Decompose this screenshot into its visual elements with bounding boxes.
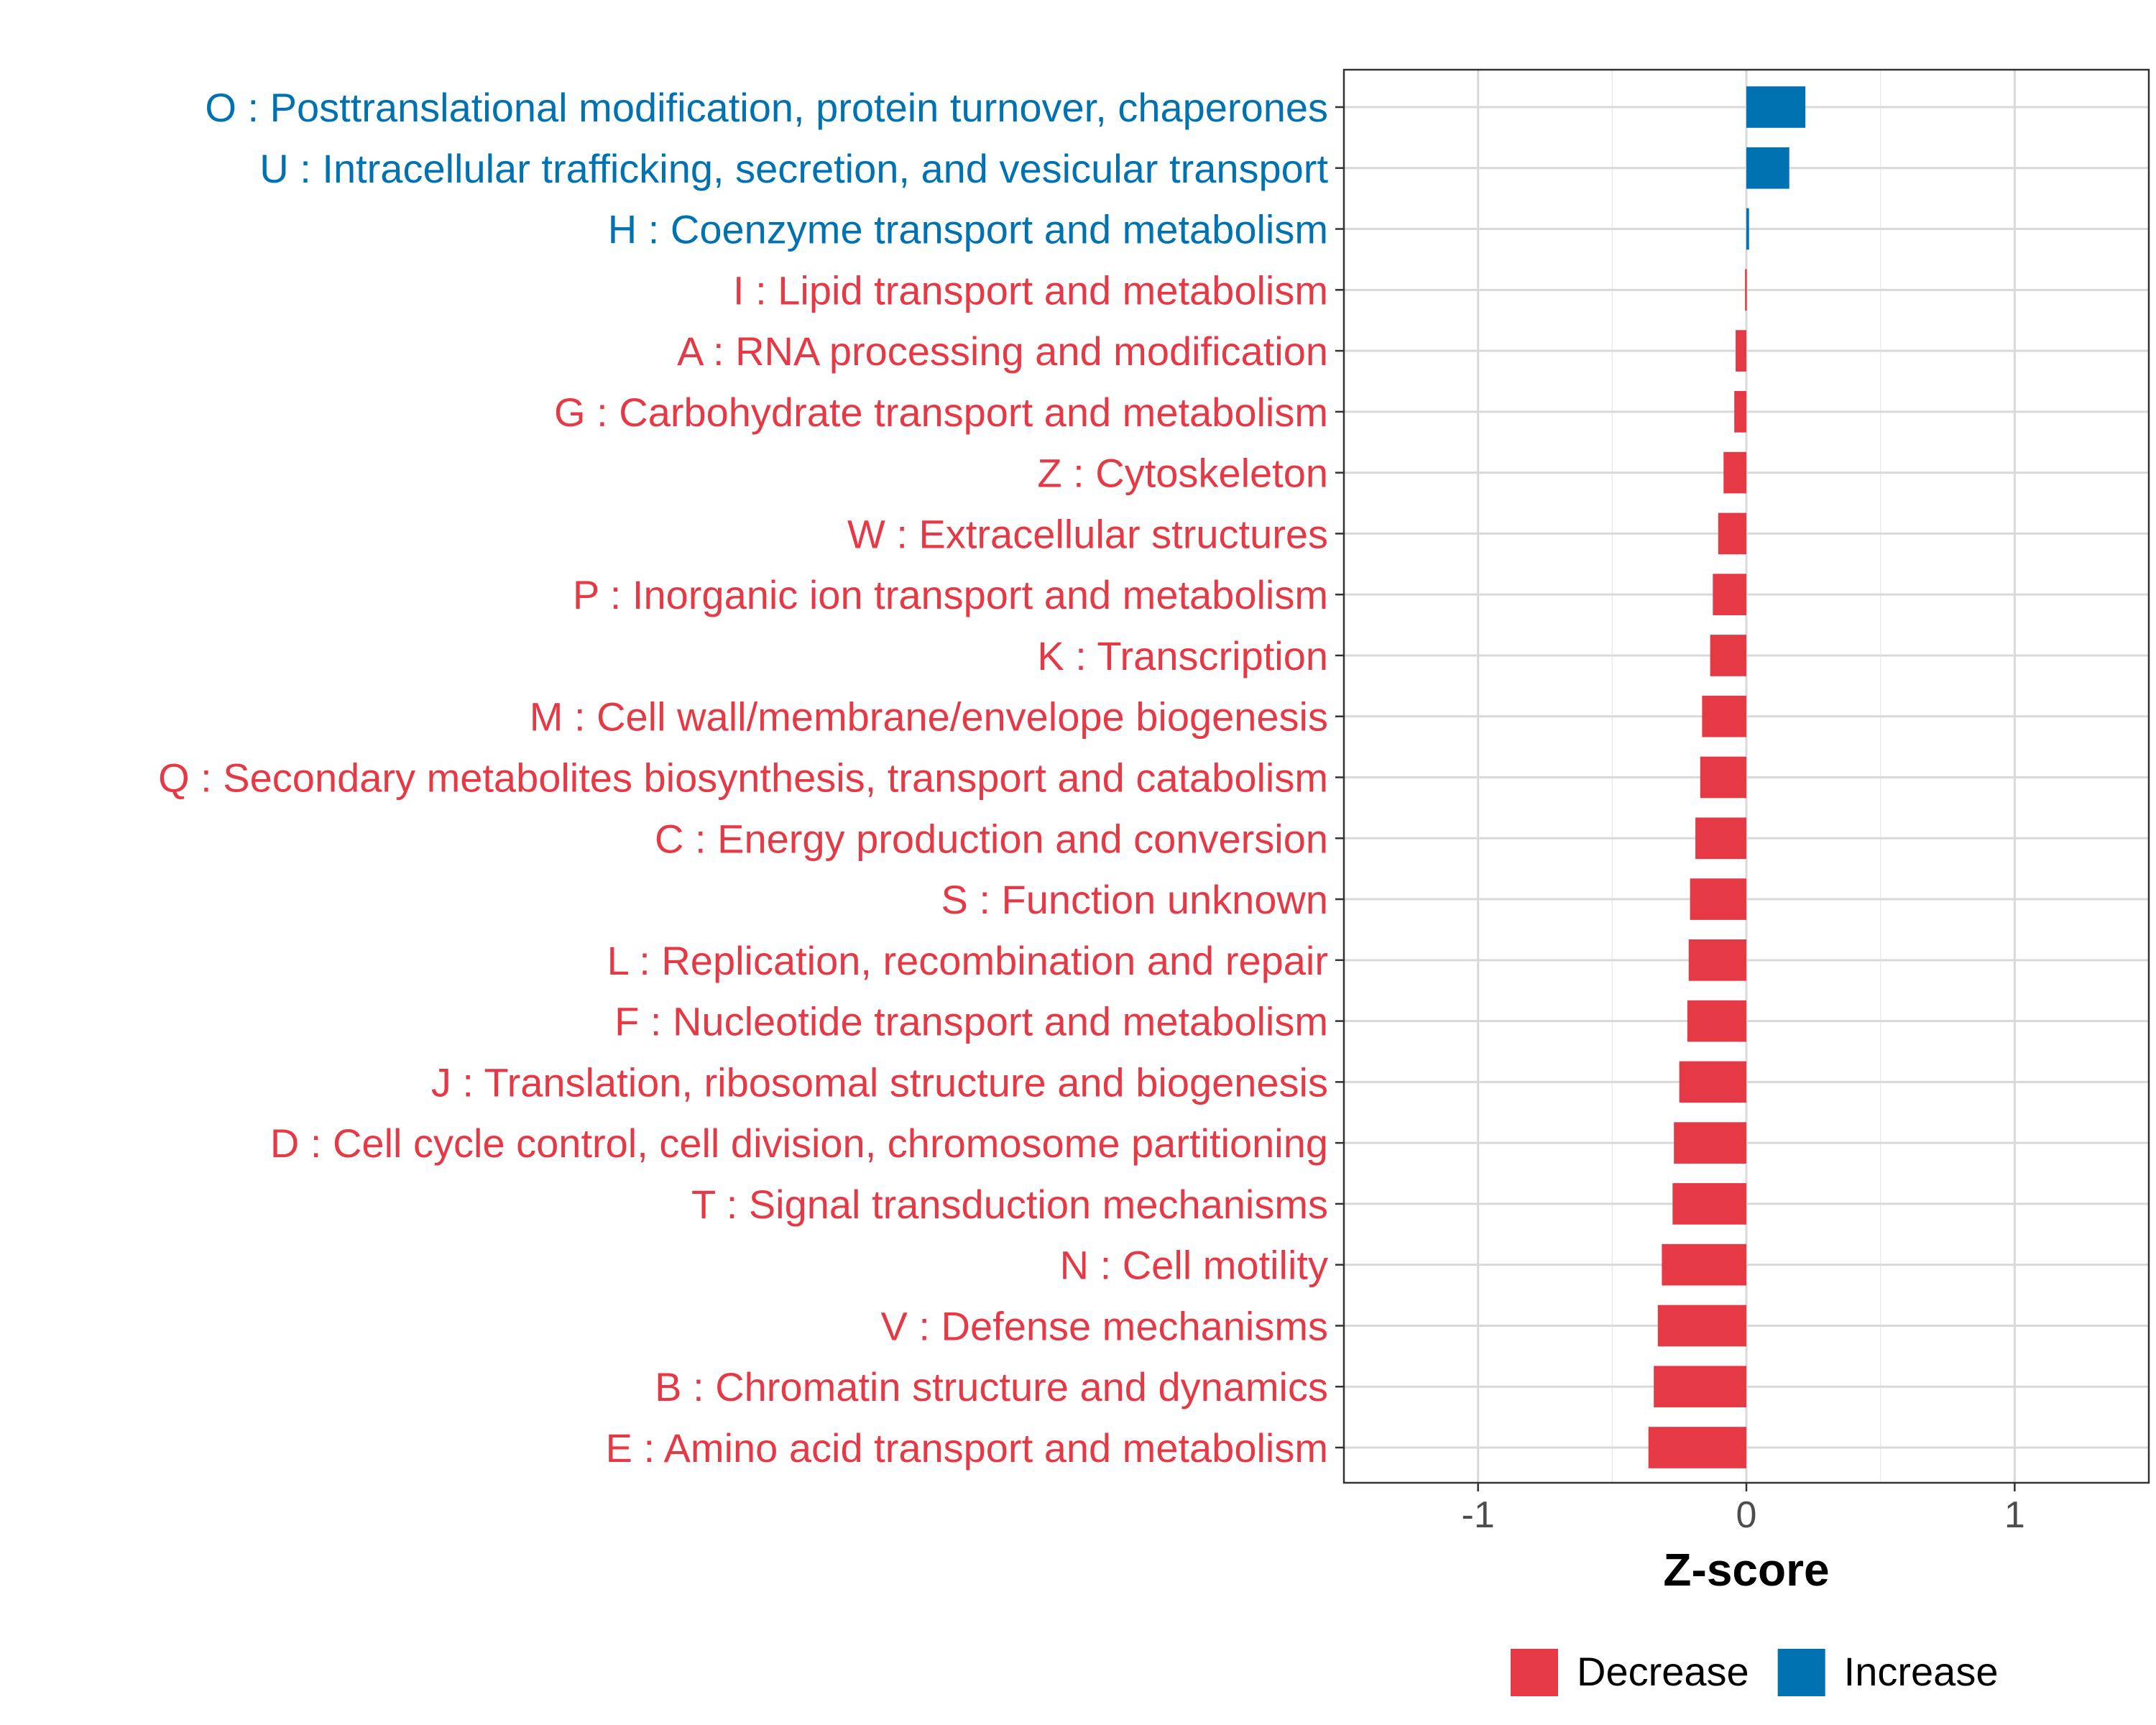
y-tick-label: K : Transcription (1037, 633, 1328, 678)
y-tick-label: F : Nucleotide transport and metabolism (614, 999, 1328, 1044)
x-tick-label: -1 (1462, 1494, 1495, 1536)
y-tick-label: N : Cell motility (1060, 1243, 1328, 1288)
bar-v (1657, 1305, 1746, 1347)
bar-f (1687, 1000, 1746, 1042)
y-tick-label: H : Coenzyme transport and metabolism (608, 207, 1328, 252)
x-axis-title: Z-score (1663, 1544, 1829, 1596)
legend: Decrease Increase (1511, 1649, 1998, 1696)
bar-o (1746, 86, 1806, 128)
x-tick-label: 1 (2004, 1494, 2025, 1536)
y-tick-label: Q : Secondary metabolites biosynthesis, … (158, 755, 1328, 801)
x-axis: -1 0 1 (1462, 1483, 2025, 1536)
bar-t (1672, 1183, 1746, 1225)
y-tick-label: O : Posttranslational modification, prot… (205, 85, 1328, 130)
bar-s (1690, 878, 1746, 920)
bar-c (1695, 817, 1746, 860)
bar-p (1713, 574, 1746, 616)
bar-e (1648, 1427, 1746, 1468)
y-tick-label: M : Cell wall/membrane/envelope biogenes… (530, 694, 1328, 740)
bar-b (1654, 1366, 1746, 1408)
bar-g (1734, 391, 1746, 433)
bars-layer (1648, 86, 1806, 1468)
legend-swatch-decrease (1511, 1649, 1558, 1696)
bar-l (1688, 939, 1746, 981)
y-tick-label: D : Cell cycle control, cell division, c… (270, 1121, 1328, 1166)
y-tick-label: U : Intracellular trafficking, secretion… (259, 146, 1328, 191)
y-tick-label: T : Signal transduction mechanisms (691, 1182, 1328, 1227)
y-tick-label: B : Chromatin structure and dynamics (655, 1364, 1328, 1409)
bar-m (1702, 695, 1746, 737)
bar-w (1718, 512, 1746, 555)
bar-u (1746, 147, 1789, 189)
bar-q (1700, 756, 1746, 799)
legend-label-decrease: Decrease (1577, 1649, 1749, 1694)
y-tick-label: I : Lipid transport and metabolism (733, 267, 1328, 313)
y-tick-label: Z : Cytoskeleton (1037, 451, 1328, 496)
y-axis: O : Posttranslational modification, prot… (158, 85, 1344, 1471)
bar-k (1710, 635, 1746, 676)
y-tick-label: G : Carbohydrate transport and metabolis… (554, 390, 1328, 435)
bar-n (1662, 1243, 1746, 1286)
bar-j (1679, 1061, 1746, 1103)
bar-h (1746, 208, 1749, 250)
bar-z (1723, 451, 1746, 494)
legend-swatch-increase (1777, 1649, 1825, 1696)
y-tick-label: J : Translation, ribosomal structure and… (431, 1059, 1328, 1105)
y-tick-label: S : Function unknown (941, 877, 1328, 922)
bar-i (1745, 269, 1747, 311)
y-tick-label: C : Energy production and conversion (655, 816, 1328, 861)
x-tick-label: 0 (1736, 1494, 1757, 1536)
y-tick-label: L : Replication, recombination and repai… (607, 938, 1328, 983)
y-tick-label: V : Defense mechanisms (881, 1303, 1328, 1348)
y-tick-label: A : RNA processing and modification (677, 328, 1328, 374)
bar-d (1674, 1122, 1746, 1164)
y-tick-label: W : Extracellular structures (847, 511, 1328, 556)
y-tick-label: P : Inorganic ion transport and metaboli… (573, 572, 1328, 617)
legend-label-increase: Increase (1844, 1649, 1999, 1694)
bar-a (1736, 330, 1746, 372)
y-tick-label: E : Amino acid transport and metabolism (606, 1425, 1328, 1471)
